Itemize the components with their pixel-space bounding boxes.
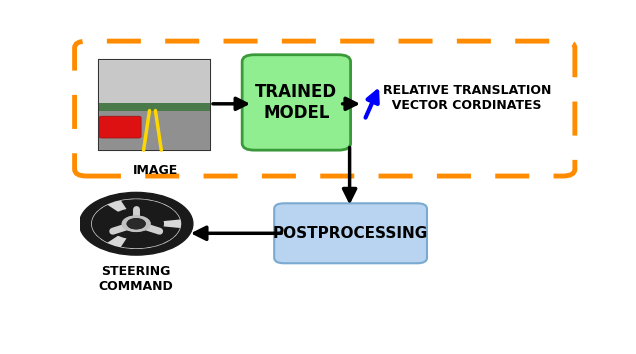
- Circle shape: [127, 219, 145, 229]
- Polygon shape: [99, 110, 210, 150]
- Text: RELATIVE TRANSLATION
  VECTOR CORDINATES: RELATIVE TRANSLATION VECTOR CORDINATES: [383, 84, 551, 112]
- Circle shape: [109, 209, 163, 239]
- Text: TRAINED
MODEL: TRAINED MODEL: [255, 83, 338, 122]
- Circle shape: [92, 199, 181, 248]
- FancyBboxPatch shape: [99, 60, 210, 150]
- Text: STEERING
COMMAND: STEERING COMMAND: [99, 265, 174, 293]
- FancyBboxPatch shape: [99, 116, 141, 138]
- Text: IMAGE: IMAGE: [134, 164, 179, 177]
- Polygon shape: [99, 60, 210, 110]
- Circle shape: [122, 216, 150, 232]
- Text: POSTPROCESSING: POSTPROCESSING: [273, 226, 428, 241]
- FancyBboxPatch shape: [242, 55, 350, 150]
- Wedge shape: [121, 199, 180, 221]
- Polygon shape: [99, 103, 210, 112]
- Wedge shape: [121, 226, 180, 248]
- FancyBboxPatch shape: [274, 203, 427, 263]
- Wedge shape: [92, 205, 120, 242]
- Circle shape: [127, 219, 145, 229]
- Circle shape: [80, 193, 193, 255]
- Circle shape: [122, 216, 150, 232]
